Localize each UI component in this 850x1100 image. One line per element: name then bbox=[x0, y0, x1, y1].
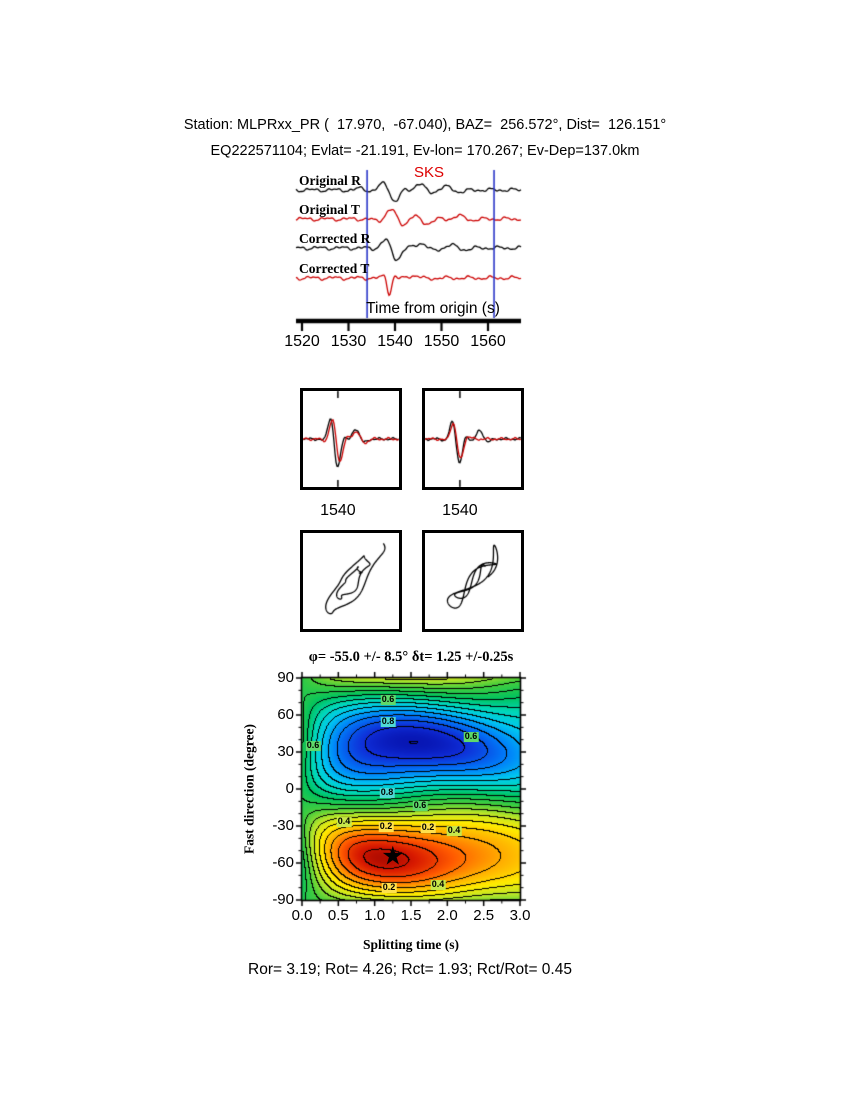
window-xtick-1: 1540 bbox=[442, 502, 478, 519]
trace-label-corrected-t: Corrected T bbox=[299, 261, 370, 276]
contour-level-label: 0.6 bbox=[412, 800, 428, 811]
contour-xtick-3.0: 3.0 bbox=[509, 907, 531, 924]
contour-level-label: 0.6 bbox=[380, 694, 396, 705]
contour-level-label: 0.6 bbox=[463, 731, 479, 742]
contour-xtick-0.5: 0.5 bbox=[327, 907, 349, 924]
particle-motion-panel-corrected bbox=[422, 530, 524, 632]
contour-ytick--90: -90 bbox=[272, 890, 294, 908]
event-header: EQ222571104; Evlat= -21.191, Ev-lon= 170… bbox=[210, 143, 640, 159]
contour-ytick-30: 30 bbox=[277, 742, 294, 760]
station-header: Station: MLPRxx_PR ( 17.970, -67.040), B… bbox=[183, 117, 667, 133]
contour-level-label: 0.2 bbox=[378, 821, 394, 832]
time-xtick-1540: 1540 bbox=[377, 333, 413, 350]
time-xtick-1550: 1550 bbox=[423, 333, 460, 350]
time-xtick-1560: 1560 bbox=[470, 333, 506, 350]
contour-ytick--60: -60 bbox=[272, 853, 294, 871]
contour-level-label: 0.8 bbox=[379, 787, 395, 798]
trace-label-original-r: Original R bbox=[299, 173, 361, 188]
window-waveform-panel-2 bbox=[422, 388, 524, 490]
particle-motion-panel-original bbox=[300, 530, 402, 632]
best-solution-star: ★ bbox=[381, 840, 405, 871]
trace-label-corrected-r: Corrected R bbox=[299, 231, 371, 246]
time-axis-label: Time from origin (s) bbox=[366, 300, 500, 317]
contour-xlabel: Splitting time (s) bbox=[363, 937, 459, 952]
contour-ytick-60: 60 bbox=[277, 705, 294, 723]
contour-ylabel: Fast direction (degree) bbox=[241, 724, 257, 854]
trace-label-original-t: Original T bbox=[299, 202, 360, 217]
contour-ytick-0: 0 bbox=[285, 779, 294, 797]
contour-level-label: 0.8 bbox=[380, 716, 396, 727]
contour-xtick-2.0: 2.0 bbox=[436, 907, 458, 924]
contour-xtick-1.0: 1.0 bbox=[364, 907, 386, 924]
contour-level-label: 0.4 bbox=[446, 825, 462, 836]
contour-level-label: 0.4 bbox=[336, 816, 352, 827]
contour-title: φ= -55.0 +/- 8.5° δt= 1.25 +/-0.25s bbox=[308, 649, 514, 665]
contour-ytick--30: -30 bbox=[272, 816, 294, 834]
phase-label: SKS bbox=[413, 164, 445, 181]
contour-xtick-2.5: 2.5 bbox=[473, 907, 495, 924]
window-xtick-0: 1540 bbox=[320, 502, 356, 519]
contour-ytick-90: 90 bbox=[277, 668, 294, 686]
contour-level-label: 0.2 bbox=[381, 882, 397, 893]
contour-xtick-1.5: 1.5 bbox=[400, 907, 422, 924]
contour-level-label: 0.2 bbox=[420, 822, 436, 833]
contour-level-label: 0.6 bbox=[305, 740, 321, 751]
window-waveform-panel-1 bbox=[300, 388, 402, 490]
quality-footer: Ror= 3.19; Rot= 4.26; Rct= 1.93; Rct/Rot… bbox=[248, 961, 572, 978]
time-xtick-1530: 1530 bbox=[330, 333, 367, 350]
time-xtick-1520: 1520 bbox=[284, 333, 320, 350]
contour-xtick-0.0: 0.0 bbox=[291, 907, 313, 924]
contour-level-label: 0.4 bbox=[430, 879, 446, 890]
